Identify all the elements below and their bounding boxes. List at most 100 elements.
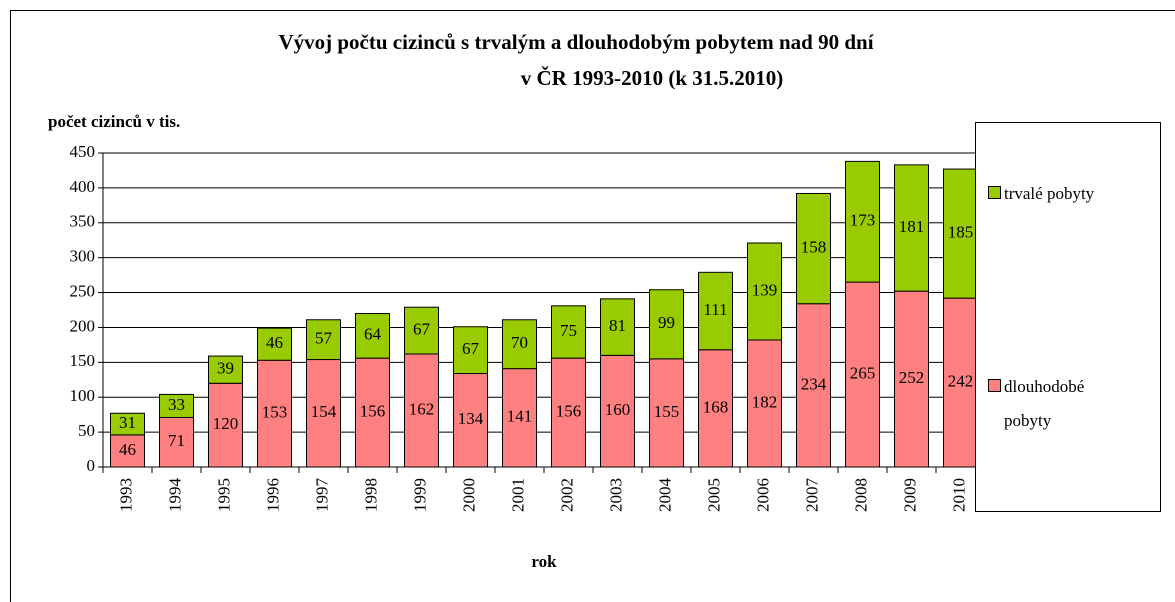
data-label: 39 [217,359,234,378]
y-tick-label: 50 [78,421,95,440]
y-axis-label: počet cizinců v tis. [48,112,180,131]
y-tick-label: 350 [70,212,96,231]
data-label: 120 [213,414,239,433]
legend-swatch [988,379,1001,392]
data-label: 67 [462,339,480,358]
y-tick-label: 0 [87,456,96,475]
data-label: 234 [801,374,827,393]
data-label: 173 [850,211,876,230]
data-label: 46 [266,333,283,352]
data-label: 139 [752,280,778,299]
data-label: 99 [658,313,675,332]
x-tick-label: 1995 [214,478,233,512]
chart-title: v ČR 1993-2010 (k 31.5.2010) [521,66,784,90]
x-tick-label: 1994 [165,478,184,513]
bar-segment [257,359,292,468]
y-tick-label: 300 [70,247,96,266]
data-label: 158 [801,238,827,257]
y-tick-label: 400 [70,177,96,196]
x-tick-label: 1996 [263,478,282,512]
data-label: 134 [458,409,484,428]
bar-segment [355,312,390,359]
data-label: 182 [752,392,778,411]
bar-segment [208,382,243,468]
legend-label: dlouhodobé pobyty [1004,377,1085,430]
data-label: 57 [315,329,333,348]
x-tick-label: 2010 [949,478,968,512]
y-tick-label: 200 [70,316,96,335]
x-tick-label: 2001 [508,478,527,512]
x-tick-label: 1993 [116,478,135,512]
bar-segment [894,290,929,468]
data-label: 33 [168,395,185,414]
y-tick-label: 100 [70,386,96,405]
data-label: 156 [556,401,582,420]
bar-segment [257,327,292,361]
data-label: 162 [409,399,435,418]
data-label: 160 [605,400,631,419]
chart-title: Vývoj počtu cizinců s trvalým a dlouhodo… [278,30,874,54]
data-label: 154 [311,402,337,421]
data-label: 168 [703,397,729,416]
bar-segment [110,412,145,436]
data-label: 155 [654,402,680,421]
data-label: 75 [560,321,577,340]
bar-segment [747,339,782,468]
x-tick-label: 1997 [312,478,331,513]
x-tick-label: 2004 [655,478,674,513]
bar-segment [159,416,194,468]
data-label: 46 [119,440,136,459]
x-tick-label: 2009 [900,478,919,512]
bar-segment [649,289,684,360]
chart-frame [10,10,1175,602]
x-tick-label: 2008 [851,478,870,512]
bar-segment [698,271,733,351]
x-tick-label: 2000 [459,478,478,512]
data-label: 111 [703,300,727,319]
bar-segment [404,306,439,355]
bar-segment [208,355,243,384]
x-tick-label: 2003 [606,478,625,512]
x-tick-label: 1998 [361,478,380,512]
data-label: 252 [899,368,925,387]
x-tick-label: 2002 [557,478,576,512]
bar-segment [502,319,537,370]
bar-segment [453,372,488,468]
legend-swatch [988,186,1001,199]
bar-segment [306,319,341,361]
data-label: 70 [511,333,528,352]
y-tick-label: 250 [70,281,96,300]
bar-segment [306,359,341,468]
bar-segment [747,242,782,341]
data-label: 185 [948,222,974,241]
bar-segment [355,357,390,468]
bar-segment [649,358,684,468]
bar-segment [894,164,929,292]
legend: dlouhodobé pobyty trvalé pobyty [975,122,1161,512]
data-label: 141 [507,407,533,426]
data-label: 153 [262,403,288,422]
bar-segment [502,368,537,468]
bar-segment [943,168,978,299]
data-label: 71 [168,431,185,450]
legend-entry: trvalé pobyty [988,177,1158,211]
bar-segment [159,393,194,418]
bar-segment [453,326,488,374]
data-label: 181 [899,217,925,236]
y-tick-label: 450 [70,142,96,161]
bar-segment [796,192,831,305]
bar-segment [600,298,635,356]
bar-segment [551,357,586,468]
data-label: 31 [119,413,136,432]
bar-segment [404,353,439,468]
legend-label: trvalé pobyty [1004,184,1095,203]
x-tick-label: 2005 [704,478,723,512]
x-tick-label: 2006 [753,478,772,512]
data-label: 64 [364,325,382,344]
x-axis-label: rok [531,552,557,571]
bar-segment [110,434,145,468]
data-label: 81 [609,316,626,335]
bar-segment [551,305,586,359]
